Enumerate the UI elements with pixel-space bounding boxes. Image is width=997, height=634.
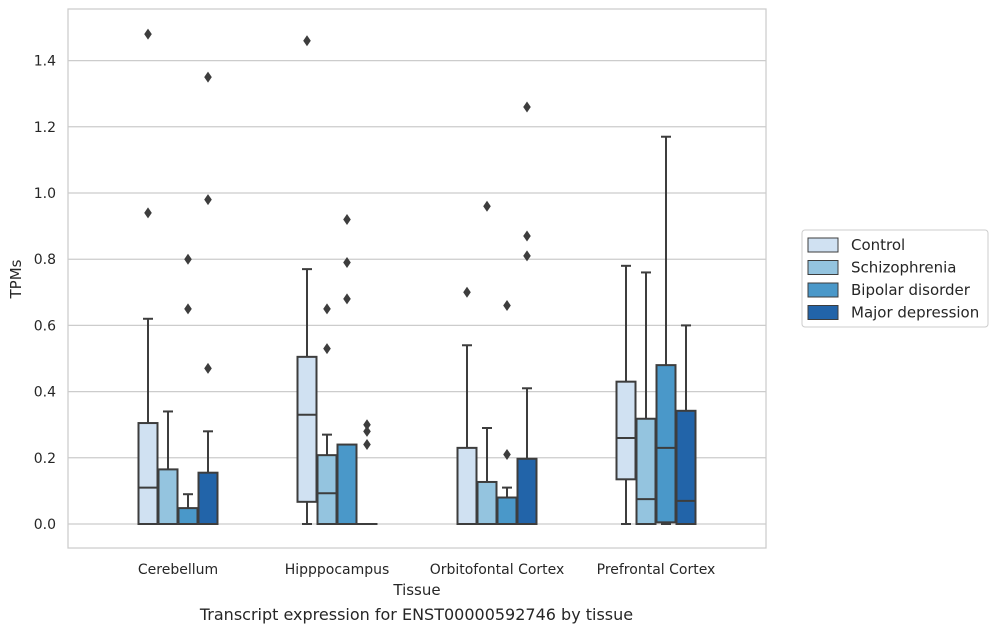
y-tick-label: 0.4 bbox=[34, 385, 56, 401]
outlier-point bbox=[343, 293, 351, 305]
y-axis-title: TPMs bbox=[7, 259, 25, 299]
outlier-point bbox=[184, 303, 192, 315]
box-body bbox=[177, 507, 199, 525]
legend-swatch bbox=[807, 305, 839, 320]
y-tick-label: 0.6 bbox=[34, 318, 56, 334]
box-body bbox=[157, 468, 179, 526]
box-major-depression bbox=[356, 419, 378, 526]
box-major-depression bbox=[516, 101, 538, 525]
box-body bbox=[675, 409, 697, 526]
box-control bbox=[615, 264, 637, 525]
box-body bbox=[336, 443, 358, 525]
outlier-point bbox=[323, 343, 331, 355]
box-body bbox=[635, 417, 657, 526]
box-body bbox=[456, 446, 478, 525]
y-tick-label: 0.8 bbox=[34, 252, 56, 268]
box-control bbox=[456, 286, 478, 525]
box-body bbox=[316, 454, 338, 526]
outlier-point bbox=[523, 101, 531, 113]
outlier-point bbox=[184, 253, 192, 265]
box-bipolar-disorder bbox=[655, 135, 677, 525]
box-body bbox=[476, 480, 498, 526]
box-groups bbox=[137, 28, 697, 526]
box-schizophrenia bbox=[157, 410, 179, 526]
box-bipolar-disorder bbox=[336, 213, 358, 525]
outlier-point bbox=[204, 71, 212, 83]
y-tick-label: 1.0 bbox=[34, 186, 56, 202]
outlier-point bbox=[463, 286, 471, 298]
y-tick-label: 1.4 bbox=[34, 54, 56, 70]
outlier-point bbox=[204, 362, 212, 374]
box-schizophrenia bbox=[476, 200, 498, 526]
box-body bbox=[137, 422, 159, 526]
chart-caption: Transcript expression for ENST0000059274… bbox=[199, 605, 634, 624]
outlier-point bbox=[303, 35, 311, 47]
x-axis-title: Tissue bbox=[392, 581, 440, 599]
y-tick-labels: 0.0 0.2 0.4 0.6 0.8 1.0 1.2 1.4 bbox=[34, 54, 56, 533]
box-bipolar-disorder bbox=[177, 253, 199, 525]
box-body bbox=[197, 471, 219, 526]
outlier-point bbox=[144, 28, 152, 40]
plot-frame bbox=[67, 8, 767, 549]
outlier-point bbox=[523, 230, 531, 242]
y-tick-label: 1.2 bbox=[34, 120, 56, 136]
outlier-point bbox=[523, 250, 531, 262]
legend-label: Control bbox=[851, 236, 905, 254]
outlier-point bbox=[363, 439, 371, 451]
outlier-point bbox=[363, 419, 371, 431]
outlier-point bbox=[363, 425, 371, 437]
legend-swatch bbox=[807, 237, 839, 253]
outlier-point bbox=[323, 303, 331, 315]
y-tick-label: 0.0 bbox=[34, 517, 56, 533]
legend-swatch bbox=[807, 260, 839, 275]
legend-swatch bbox=[807, 282, 839, 298]
legend-label: Bipolar disorder bbox=[851, 281, 971, 299]
x-tick-label: Hipppocampus bbox=[285, 562, 390, 578]
outlier-point bbox=[204, 194, 212, 206]
outlier-point bbox=[144, 207, 152, 219]
box-major-depression bbox=[197, 71, 219, 526]
legend: Control Schizophrenia Bipolar disorder Majo… bbox=[801, 229, 989, 328]
outlier-point bbox=[343, 257, 351, 269]
box-schizophrenia bbox=[316, 303, 338, 526]
box-schizophrenia bbox=[635, 271, 657, 526]
box-body bbox=[496, 496, 518, 525]
box-bipolar-disorder bbox=[496, 300, 518, 525]
legend-frame bbox=[801, 229, 989, 328]
y-tick-label: 0.2 bbox=[34, 451, 56, 467]
box-body bbox=[655, 364, 677, 524]
x-tick-labels: Cerebellum Hipppocampus Orbitofontal Corte… bbox=[138, 562, 715, 578]
x-tick-label: Orbitofontal Cortex bbox=[430, 562, 565, 578]
box-major-depression bbox=[675, 324, 697, 526]
box-control bbox=[296, 35, 318, 525]
x-tick-label: Prefrontal Cortex bbox=[597, 562, 716, 578]
legend-label: Major depression bbox=[851, 304, 979, 322]
legend-label: Schizophrenia bbox=[851, 259, 956, 277]
box-body bbox=[296, 355, 318, 503]
x-tick-label: Cerebellum bbox=[138, 562, 218, 578]
box-body bbox=[516, 457, 538, 525]
outlier-point bbox=[483, 200, 491, 212]
box-control bbox=[137, 28, 159, 526]
box-body bbox=[615, 380, 637, 481]
outlier-point bbox=[503, 448, 511, 460]
outlier-point bbox=[343, 213, 351, 225]
outlier-point bbox=[503, 300, 511, 312]
